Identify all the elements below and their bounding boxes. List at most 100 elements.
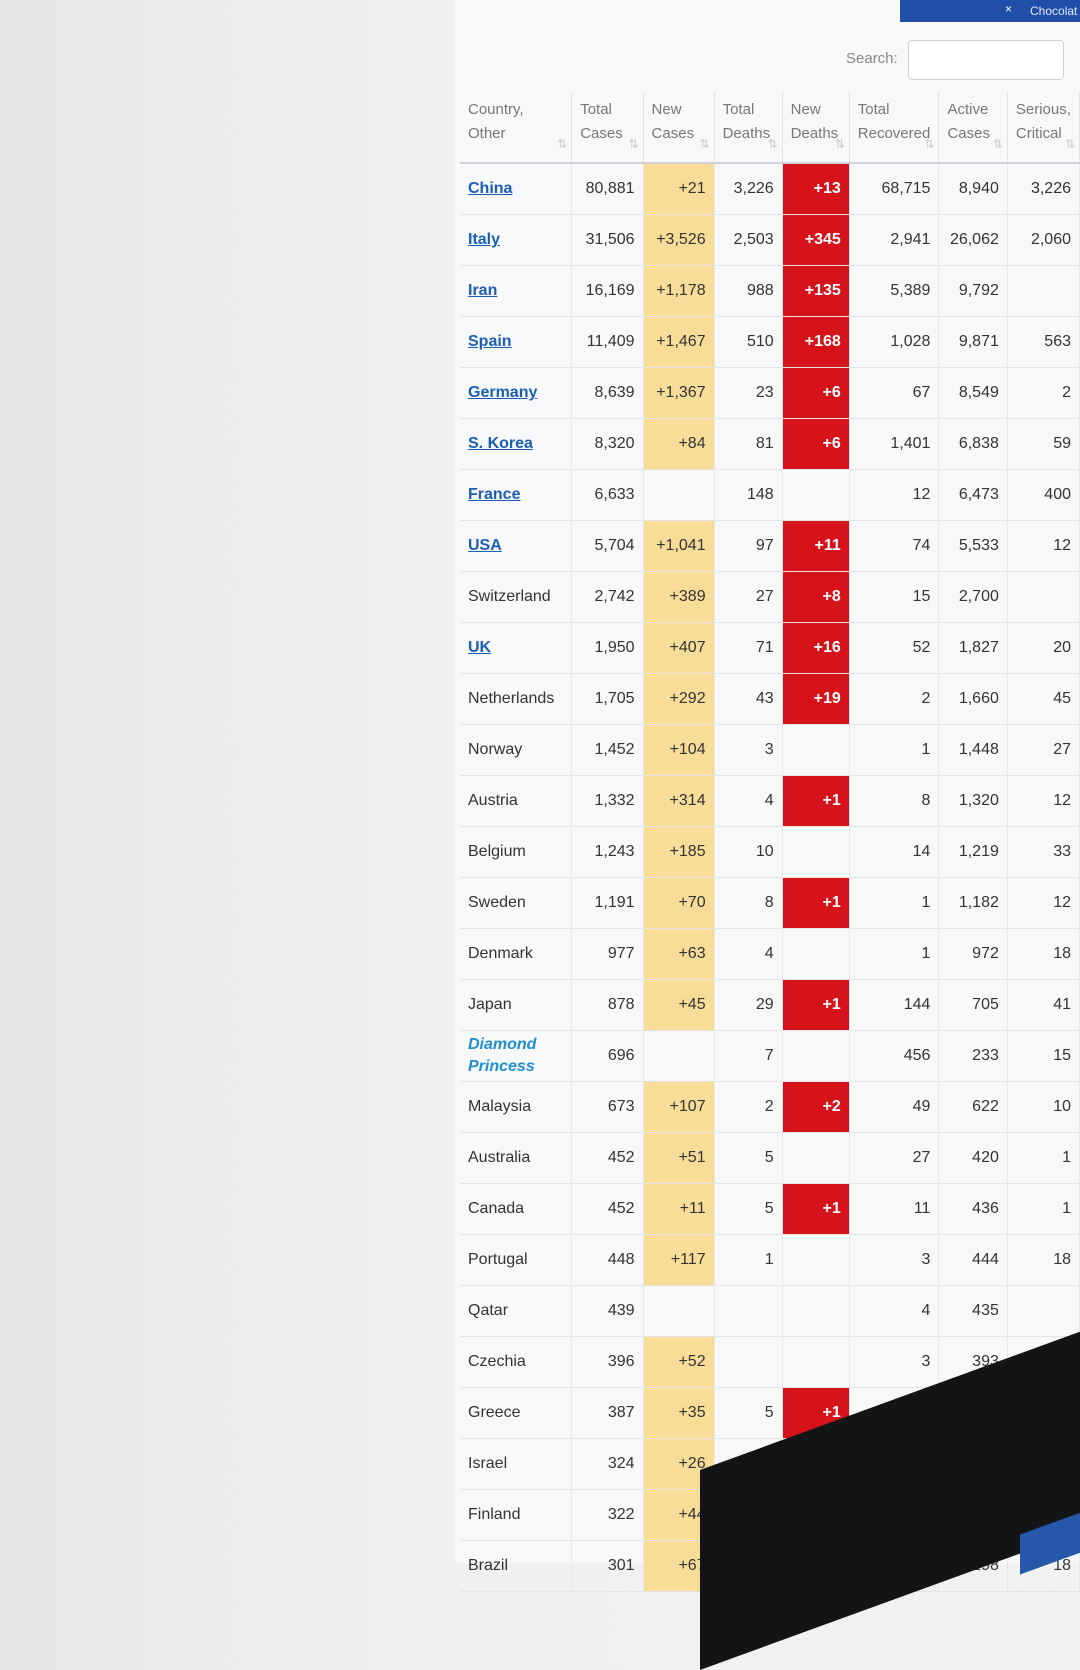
column-header-label: Total Recovered	[857, 101, 931, 142]
country-cell: Sweden	[460, 877, 573, 929]
sort-icon[interactable]: ⇅	[557, 137, 568, 151]
serious-critical-cell: 12	[1007, 775, 1080, 827]
serious-critical-cell	[1007, 1285, 1080, 1337]
country-cell: UK	[460, 622, 573, 674]
serious-critical-cell: 41	[1007, 979, 1080, 1031]
table-row: Iran 16,169 +1,178 988 +135 5,389 9,792	[460, 265, 1080, 317]
serious-critical-cell: 18	[1007, 928, 1080, 980]
country-link[interactable]: USA	[468, 537, 502, 554]
table-row: Malaysia 673 +107 2 +2 49 622 10	[460, 1081, 1080, 1133]
serious-critical-cell: 59	[1007, 418, 1080, 470]
total-recovered-cell: 68,715	[849, 163, 940, 215]
new-deaths-cell	[782, 1336, 850, 1388]
total-cases-cell: 31,506	[571, 214, 644, 266]
active-cases-cell: 435	[938, 1285, 1008, 1337]
total-recovered-cell: 52	[849, 622, 940, 674]
serious-critical-cell: 12	[1007, 877, 1080, 929]
sort-icon[interactable]: ⇅	[699, 137, 710, 151]
country-cell: China	[460, 163, 573, 215]
search-input[interactable]	[908, 40, 1064, 80]
column-header-serious-critical[interactable]: Serious, Critical ⇅	[1007, 92, 1080, 164]
country-cell: Norway	[460, 724, 573, 776]
table-row: Austria 1,332 +314 4 +1 8 1,320 12	[460, 775, 1080, 827]
table-row: China 80,881 +21 3,226 +13 68,715 8,940 3,226	[460, 163, 1080, 215]
new-deaths-cell: +1	[782, 775, 850, 827]
new-cases-cell: +292	[643, 673, 715, 725]
country-link[interactable]: Spain	[468, 333, 512, 350]
table-row: Denmark 977 +63 4 1 972 18	[460, 928, 1080, 980]
total-deaths-cell: 27	[714, 571, 783, 623]
column-header-new-cases[interactable]: New Cases ⇅	[643, 92, 715, 164]
sort-icon[interactable]: ⇅	[767, 137, 778, 151]
tab-close-button[interactable]: ×	[1005, 2, 1013, 16]
new-cases-cell: +117	[643, 1234, 715, 1286]
country-link[interactable]: UK	[468, 639, 492, 656]
country-link[interactable]: Diamond Princess	[468, 1036, 537, 1075]
column-header-country[interactable]: Country, Other ⇅	[460, 92, 573, 164]
column-header-total-deaths[interactable]: Total Deaths ⇅	[714, 92, 783, 164]
new-deaths-cell	[782, 1234, 850, 1286]
column-header-active-cases[interactable]: Active Cases ⇅	[938, 92, 1008, 164]
active-cases-cell: 444	[938, 1234, 1008, 1286]
country-link[interactable]: S. Korea	[468, 435, 533, 452]
country-link[interactable]: China	[468, 180, 513, 197]
new-deaths-cell: +13	[782, 163, 850, 215]
sort-icon[interactable]: ⇅	[834, 137, 845, 151]
country-cell: USA	[460, 520, 573, 572]
total-deaths-cell: 3,226	[714, 163, 783, 215]
new-cases-cell: +26	[643, 1438, 715, 1490]
total-cases-cell: 301	[571, 1540, 644, 1592]
serious-critical-cell: 1	[1007, 1183, 1080, 1235]
total-cases-cell: 1,243	[571, 826, 644, 878]
total-deaths-cell: 81	[714, 418, 783, 470]
column-header-total-cases[interactable]: Total Cases ⇅	[571, 92, 644, 164]
total-deaths-cell: 4	[714, 775, 783, 827]
new-deaths-cell: +1	[782, 877, 850, 929]
total-deaths-cell: 5	[714, 1183, 783, 1235]
table-row: Portugal 448 +117 1 3 444 18	[460, 1234, 1080, 1286]
country-link[interactable]: France	[468, 486, 521, 503]
country-link[interactable]: Germany	[468, 384, 538, 401]
total-deaths-cell: 10	[714, 826, 783, 878]
table-row: Qatar 439 4 435	[460, 1285, 1080, 1337]
total-recovered-cell: 2,941	[849, 214, 940, 266]
total-deaths-cell: 29	[714, 979, 783, 1031]
total-cases-cell: 1,452	[571, 724, 644, 776]
total-cases-cell: 673	[571, 1081, 644, 1133]
sort-icon[interactable]: ⇅	[992, 137, 1003, 151]
column-header-label: New Deaths	[790, 101, 839, 142]
country-cell: Denmark	[460, 928, 573, 980]
country-cell: S. Korea	[460, 418, 573, 470]
new-deaths-cell	[782, 826, 850, 878]
sort-icon[interactable]: ⇅	[924, 137, 935, 151]
table-row: Spain 11,409 +1,467 510 +168 1,028 9,871 563	[460, 316, 1080, 368]
column-header-new-deaths[interactable]: New Deaths ⇅	[782, 92, 850, 164]
new-cases-cell	[643, 1285, 715, 1337]
sort-icon[interactable]: ⇅	[628, 137, 639, 151]
country-link[interactable]: Iran	[468, 282, 498, 299]
active-cases-cell: 1,827	[938, 622, 1008, 674]
browser-tab[interactable]: Chocolat	[1030, 4, 1078, 18]
serious-critical-cell: 20	[1007, 622, 1080, 674]
active-cases-cell: 1,182	[938, 877, 1008, 929]
total-deaths-cell: 4	[714, 928, 783, 980]
new-deaths-cell: +6	[782, 418, 850, 470]
total-deaths-cell: 97	[714, 520, 783, 572]
total-recovered-cell: 1	[849, 928, 940, 980]
new-cases-cell: +63	[643, 928, 715, 980]
serious-critical-cell: 27	[1007, 724, 1080, 776]
table-row: Germany 8,639 +1,367 23 +6 67 8,549 2	[460, 367, 1080, 419]
country-cell: Italy	[460, 214, 573, 266]
total-deaths-cell: 5	[714, 1387, 783, 1439]
serious-critical-cell	[1007, 571, 1080, 623]
country-link[interactable]: Italy	[468, 231, 501, 248]
table-row: Canada 452 +11 5 +1 11 436 1	[460, 1183, 1080, 1235]
new-deaths-cell	[782, 1132, 850, 1184]
column-header-total-recovered[interactable]: Total Recovered ⇅	[849, 92, 940, 164]
active-cases-cell: 6,838	[938, 418, 1008, 470]
new-cases-cell	[643, 1030, 715, 1082]
serious-critical-cell: 33	[1007, 826, 1080, 878]
new-deaths-cell	[782, 1285, 850, 1337]
total-cases-cell: 8,639	[571, 367, 644, 419]
sort-icon[interactable]: ⇅	[1064, 137, 1075, 151]
